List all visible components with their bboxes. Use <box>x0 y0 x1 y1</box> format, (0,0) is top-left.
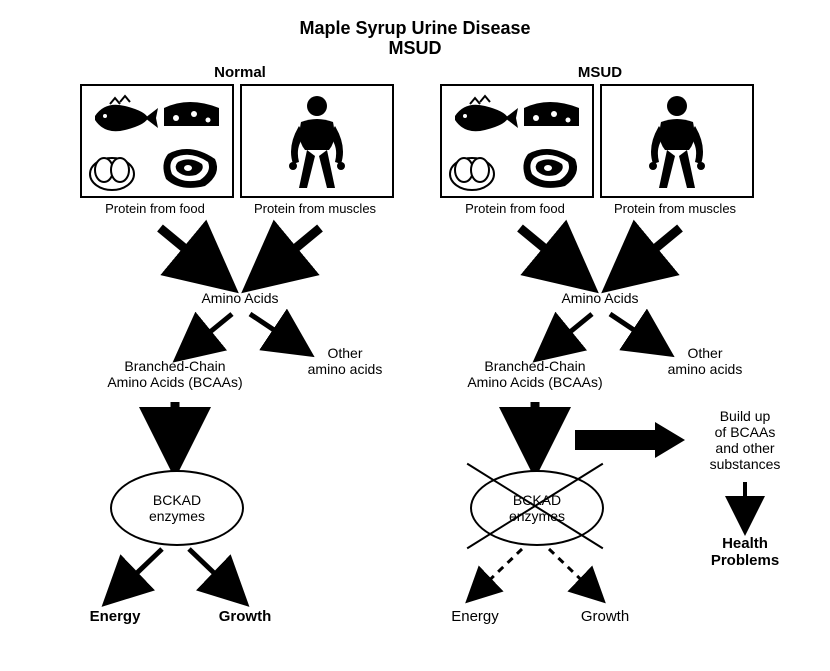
normal-arrow-amino-to-bcaa <box>170 310 250 360</box>
normal-arrow-muscles-to-amino <box>240 222 330 288</box>
msud-arrow-amino-to-bcaa <box>530 310 610 360</box>
msud-health-problems-label: Health Problems <box>680 535 810 570</box>
normal-muscles-box <box>240 84 394 198</box>
msud-arrow-muscles-to-amino <box>600 222 690 288</box>
normal-arrow-bcaa-to-bckad <box>160 398 190 464</box>
heading-msud: MSUD <box>440 64 760 81</box>
normal-arrow-food-to-amino <box>150 222 240 288</box>
msud-energy-label: Energy <box>430 608 520 625</box>
msud-arrow-bckad-to-growth <box>535 545 615 605</box>
normal-amino-acids-label: Amino Acids <box>175 290 305 306</box>
normal-bcaas-label: Branched-Chain Amino Acids (BCAAs) <box>85 358 265 390</box>
normal-bckad-label: BCKAD enzymes <box>149 492 205 524</box>
title-line1: Maple Syrup Urine Disease <box>0 18 830 39</box>
msud-arrow-bcaa-to-bckad <box>520 398 550 464</box>
msud-food-box <box>440 84 594 198</box>
msud-other-amino-label: Other amino acids <box>650 345 760 377</box>
normal-protein-muscles-label: Protein from muscles <box>240 202 390 217</box>
heading-normal: Normal <box>80 64 400 81</box>
msud-amino-acids-label: Amino Acids <box>535 290 665 306</box>
msud-arrow-bcaa-to-buildup <box>570 420 690 460</box>
normal-arrow-bckad-to-growth <box>175 545 255 605</box>
msud-muscles-box <box>600 84 754 198</box>
normal-arrow-bckad-to-energy <box>100 545 180 605</box>
msud-protein-muscles-label: Protein from muscles <box>600 202 750 217</box>
normal-food-box <box>80 84 234 198</box>
msud-buildup-label: Build up of BCAAs and other substances <box>685 408 805 472</box>
msud-arrow-buildup-to-health <box>730 480 760 530</box>
msud-protein-food-label: Protein from food <box>440 202 590 217</box>
normal-protein-food-label: Protein from food <box>80 202 230 217</box>
normal-other-amino-label: Other amino acids <box>290 345 400 377</box>
diagram-canvas: Maple Syrup Urine Disease MSUD Normal MS… <box>0 0 830 671</box>
msud-arrow-bckad-to-energy <box>460 545 540 605</box>
msud-bcaas-label: Branched-Chain Amino Acids (BCAAs) <box>445 358 625 390</box>
normal-energy-label: Energy <box>70 608 160 625</box>
normal-growth-label: Growth <box>200 608 290 625</box>
normal-bckad-ellipse: BCKAD enzymes <box>110 470 244 546</box>
msud-growth-label: Growth <box>560 608 650 625</box>
msud-arrow-food-to-amino <box>510 222 600 288</box>
title-line2: MSUD <box>0 38 830 59</box>
